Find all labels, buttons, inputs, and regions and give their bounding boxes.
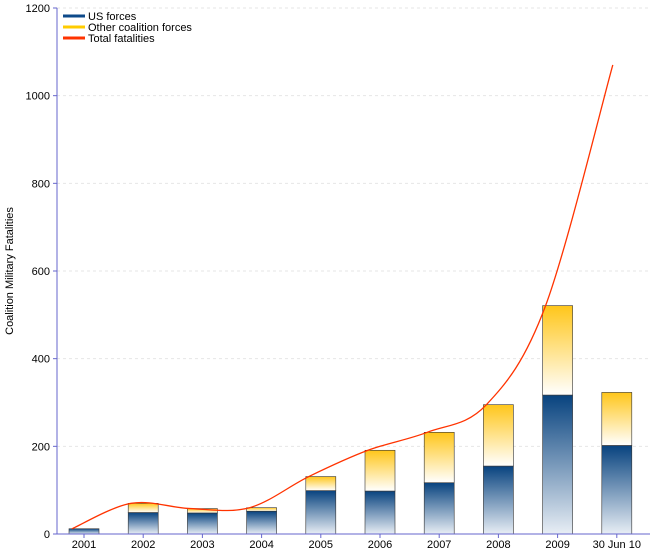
x-tick-label: 2002 (131, 539, 155, 551)
bar-us-forces (246, 510, 277, 535)
bar-other-coalition (483, 404, 514, 467)
legend: US forces Other coalition forces Total f… (63, 11, 192, 45)
x-tick-label: 30 Jun 10 (593, 539, 641, 551)
y-tick-label: 800 (32, 178, 50, 190)
y-tick-label: 0 (44, 529, 50, 541)
total-fatalities-line (71, 64, 614, 530)
bar-other-coalition (127, 503, 159, 513)
legend-label-other: Other coalition forces (88, 22, 192, 34)
bar-us-forces (127, 512, 159, 535)
total-line-layer (71, 64, 614, 530)
x-tick-label: 2008 (486, 539, 510, 551)
bar-other-coalition (542, 305, 573, 396)
bar-us-forces (187, 512, 218, 535)
bars (68, 305, 633, 535)
bar-us-forces (483, 465, 514, 535)
x-tick-label: 2009 (545, 539, 569, 551)
bar-other-coalition (305, 476, 337, 491)
y-tick-label: 600 (32, 266, 50, 278)
x-tick-label: 2003 (190, 539, 214, 551)
y-tick-label: 1200 (26, 3, 50, 15)
x-tick-labels: 2001 2002 2003 2004 2005 2006 2007 2008 2009 30 J… (72, 534, 641, 551)
legend-label-us: US forces (88, 11, 137, 23)
x-tick-label: 2004 (249, 539, 273, 551)
legend-label-total: Total fatalities (88, 33, 155, 45)
x-tick-label: 2005 (309, 539, 333, 551)
bar-other-coalition (364, 449, 396, 492)
bar-us-forces (305, 490, 337, 535)
bar-other-coalition (423, 432, 455, 484)
bar-us-forces (68, 528, 100, 535)
y-tick-label: 200 (32, 441, 50, 453)
x-tick-label: 2001 (72, 539, 96, 551)
y-tick-label: 1000 (26, 91, 50, 103)
bar-us-forces (364, 490, 396, 535)
bar-us-forces (423, 482, 455, 535)
bar-us-forces (542, 394, 573, 535)
x-tick-label: 2007 (427, 539, 451, 551)
x-tick-label: 2006 (368, 539, 392, 551)
bar-other-coalition (601, 392, 633, 446)
bar-us-forces (601, 445, 633, 535)
y-tick-label: 400 (32, 354, 50, 366)
bar-other-coalition (246, 507, 277, 512)
y-tick-labels: 0 200 400 600 800 1000 1200 (26, 3, 57, 541)
y-axis-title: Coalition Military Fatalities (4, 207, 16, 335)
